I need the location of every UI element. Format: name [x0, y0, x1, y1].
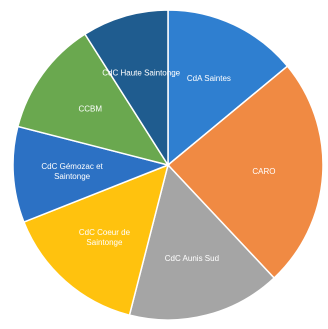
pie-slice-label-3: CdC Aunis Sud	[165, 254, 219, 263]
pie-slice-2	[166, 65, 324, 280]
pie-slice-6	[16, 33, 170, 167]
pie-slice-7	[83, 9, 169, 168]
pie-slice-1	[167, 9, 289, 167]
pie-slice-label-5: CdC Gémozac et Saintonge	[41, 162, 103, 181]
pie-slice-3	[128, 163, 276, 321]
pie-slices	[12, 9, 324, 321]
pie-slice-4	[22, 163, 170, 317]
pie-slice-label-4: CdC Coeur de Saintonge	[79, 228, 131, 247]
pie-slice-label-1: CdA Saintes	[187, 74, 231, 83]
pie-slice-label-6: CCBM	[78, 105, 102, 114]
pie-slice-label-7: CdC Haute Saintonge	[102, 69, 180, 78]
pie-slice-5	[12, 125, 171, 224]
pie-labels: CdA Saintes CARO CdC Aunis Sud CdC Coeur de…	[41, 69, 275, 263]
pie-slice-label-2: CARO	[252, 167, 275, 176]
